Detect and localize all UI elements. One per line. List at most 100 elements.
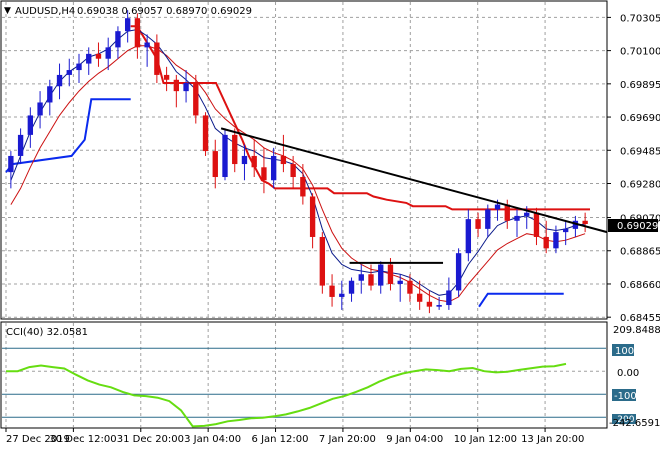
- candle-body: [368, 274, 374, 286]
- price-tick-label: 0.69690: [620, 113, 660, 124]
- candle: [251, 139, 257, 178]
- envelope-lower-line-recent: [478, 292, 564, 308]
- candle: [553, 225, 559, 254]
- candle-body: [144, 42, 150, 48]
- price-tick-label: 0.68865: [620, 247, 660, 258]
- candle-body: [397, 280, 403, 284]
- price-tick-label: 0.69280: [620, 179, 660, 190]
- candle-body: [514, 215, 520, 221]
- candle: [86, 47, 92, 75]
- candle-body: [95, 53, 102, 59]
- time-tick-label: 7 Jan 20:00: [319, 434, 376, 445]
- candle: [475, 212, 481, 237]
- candle-body: [251, 155, 257, 168]
- candle: [465, 209, 472, 262]
- candle: [124, 10, 131, 43]
- candlestick-series: [8, 10, 588, 314]
- candle: [348, 277, 355, 302]
- candle-body: [387, 264, 394, 284]
- cci-bottom-label: -242.6591: [609, 418, 660, 429]
- candle: [378, 261, 384, 294]
- candle: [47, 79, 53, 116]
- candle: [455, 248, 462, 297]
- candle-body: [582, 220, 588, 225]
- candle: [329, 274, 335, 307]
- candle: [76, 53, 82, 84]
- candle: [339, 280, 345, 310]
- candle-body: [261, 167, 267, 181]
- candle-body: [232, 134, 238, 165]
- candle-body: [241, 155, 248, 165]
- candle: [144, 34, 150, 67]
- candle: [8, 151, 14, 189]
- cci-line: [6, 362, 567, 428]
- price-tick-label: 0.70305: [620, 13, 660, 24]
- indicator-label: CCI(40) 32.0581: [6, 327, 88, 338]
- main-chart-frame: [0, 0, 608, 320]
- header-ohlc: 0.69038 0.69057 0.68970 0.69029: [77, 6, 252, 17]
- time-tick-label: 9 Jan 04:00: [386, 434, 443, 445]
- candle-body: [339, 293, 345, 297]
- candle-body: [163, 74, 170, 80]
- cci-down-label: -100: [614, 391, 637, 402]
- candle-body: [56, 74, 63, 87]
- candle-body: [407, 280, 413, 294]
- header-arrow[interactable]: ▼: [4, 6, 11, 16]
- candle: [193, 74, 199, 124]
- current-price-tag: [608, 219, 658, 232]
- candle-body: [465, 219, 472, 254]
- candle: [543, 220, 549, 254]
- trendline[interactable]: [220, 127, 608, 234]
- candle-body: [455, 253, 462, 291]
- candle-body: [173, 79, 180, 92]
- candle: [397, 274, 403, 302]
- candle-body: [562, 228, 569, 233]
- candle-body: [105, 47, 111, 59]
- candle: [105, 37, 111, 71]
- candle: [309, 193, 316, 249]
- candle-body: [86, 53, 92, 64]
- candle-body: [494, 204, 501, 210]
- candle-body: [8, 155, 14, 173]
- candle: [163, 66, 170, 92]
- time-tick-label: 30 Dec 12:00: [49, 434, 116, 445]
- header-symbol: AUDUSD,H4: [15, 6, 75, 17]
- candle: [426, 290, 433, 314]
- candle-body: [416, 293, 423, 302]
- candle: [154, 34, 160, 84]
- candle: [270, 147, 277, 189]
- candle-body: [27, 115, 34, 135]
- time-tick-label: 31 Dec 20:00: [117, 434, 184, 445]
- candle-body: [300, 177, 306, 197]
- cci-level-lines: [2, 347, 606, 418]
- candle: [261, 147, 267, 194]
- candle: [56, 63, 63, 100]
- candle: [514, 209, 520, 237]
- candle-body: [66, 70, 72, 75]
- candle: [280, 134, 287, 173]
- drawn-objects[interactable]: [220, 127, 608, 264]
- candle-body: [446, 290, 452, 306]
- candle: [66, 58, 72, 87]
- candle: [27, 107, 34, 148]
- candle: [37, 91, 43, 129]
- envelope-lower-line: [5, 98, 131, 173]
- candle: [416, 280, 423, 310]
- price-tick-label: 0.69895: [620, 80, 660, 91]
- candle-body: [348, 280, 355, 294]
- candle: [446, 277, 452, 310]
- cci-low-tag: [612, 414, 636, 424]
- time-tick-label: 10 Jan 12:00: [454, 434, 517, 445]
- current-price-label: 0.69029: [617, 221, 658, 232]
- candle-body: [17, 134, 24, 156]
- candle-body: [524, 212, 530, 216]
- price-tick-label: 0.68660: [620, 280, 660, 291]
- candle: [290, 155, 296, 189]
- candle: [358, 264, 364, 294]
- candle-body: [553, 232, 559, 249]
- price-tick-label: 0.70100: [620, 47, 660, 58]
- candle: [183, 70, 189, 103]
- cci-top-label: 209.8488: [613, 325, 660, 336]
